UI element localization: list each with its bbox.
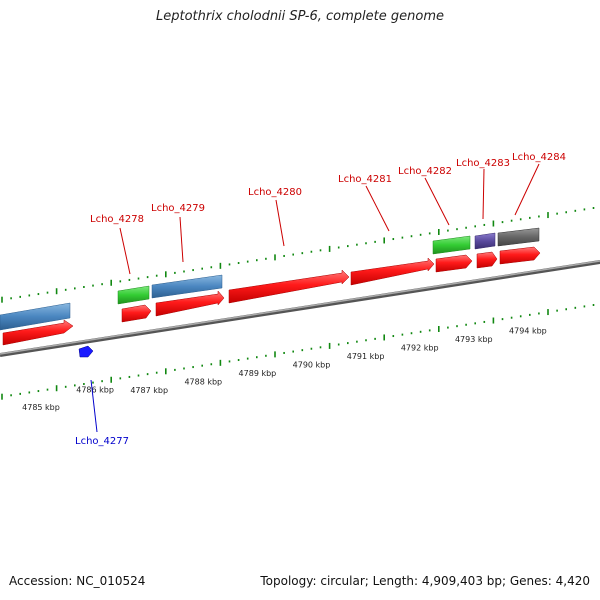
cds-arrow (121, 304, 152, 323)
gene-label-lcho-4282[interactable]: Lcho_4282 (398, 166, 452, 177)
gene-leader-lines (90, 163, 540, 433)
scale-labels: 4785 kbp 4786 kbp 4787 kbp 4788 kbp 4789 kbp… (22, 327, 547, 413)
feature-row-upper (0, 227, 540, 331)
leader-line-lcho-4284 (514, 163, 540, 216)
gene-label-lcho-4277[interactable]: Lcho_4277 (75, 436, 129, 447)
scale-label: 4793 kbp (455, 335, 493, 344)
feature-gray (497, 227, 540, 247)
gene-label-lcho-4283[interactable]: Lcho_4283 (456, 158, 510, 169)
cds-arrow (2, 319, 74, 346)
genome-summary-text: Topology: circular; Length: 4,909,403 bp… (260, 574, 590, 588)
gene-label-lcho-4281[interactable]: Lcho_4281 (338, 174, 392, 185)
scale-label: 4794 kbp (509, 327, 547, 336)
cds-arrow (499, 246, 541, 265)
leader-line-lcho-4279 (179, 216, 184, 263)
cds-arrow (155, 290, 225, 317)
scale-label: 4790 kbp (293, 361, 331, 370)
lower-tick-ring (1, 304, 595, 400)
feature-blue (0, 302, 71, 331)
leader-line-lcho-4277 (90, 379, 98, 433)
accession-text: Accession: NC_010524 (9, 574, 146, 588)
leader-line-lcho-4283 (482, 168, 485, 220)
map-title: Leptothrix cholodnii SP-6, complete geno… (156, 9, 444, 24)
feature-blue (151, 274, 223, 299)
cds-arrow (350, 257, 435, 286)
leader-line-lcho-4281 (365, 185, 390, 232)
gene-labels: Lcho_4277 Lcho_4278 Lcho_4279 Lcho_4280 … (75, 152, 566, 447)
leader-line-lcho-4280 (275, 199, 285, 247)
scale-label: 4792 kbp (401, 344, 439, 353)
leader-line-lcho-4278 (119, 227, 131, 275)
scale-label: 4788 kbp (184, 378, 222, 387)
gene-label-lcho-4284[interactable]: Lcho_4284 (512, 152, 566, 163)
scale-label: 4787 kbp (130, 386, 168, 395)
cds-arrow (228, 269, 350, 304)
upper-tick-ring (1, 207, 595, 303)
cds-row (2, 246, 541, 346)
leader-line-lcho-4282 (424, 177, 450, 226)
minus-strand-gene (78, 345, 94, 358)
genome-backbone (0, 260, 600, 357)
scale-label: 4791 kbp (347, 352, 385, 361)
scale-label: 4789 kbp (239, 369, 277, 378)
feature-green (117, 285, 150, 305)
gene-label-lcho-4278[interactable]: Lcho_4278 (90, 214, 144, 225)
gene-label-lcho-4280[interactable]: Lcho_4280 (248, 187, 302, 198)
gene-label-lcho-4279[interactable]: Lcho_4279 (151, 203, 205, 214)
feature-purple (474, 232, 496, 250)
cds-arrow (435, 254, 473, 273)
scale-label: 4785 kbp (22, 403, 60, 412)
feature-green (432, 235, 471, 255)
cds-arrow (476, 251, 498, 269)
scale-label: 4786 kbp (76, 386, 114, 395)
